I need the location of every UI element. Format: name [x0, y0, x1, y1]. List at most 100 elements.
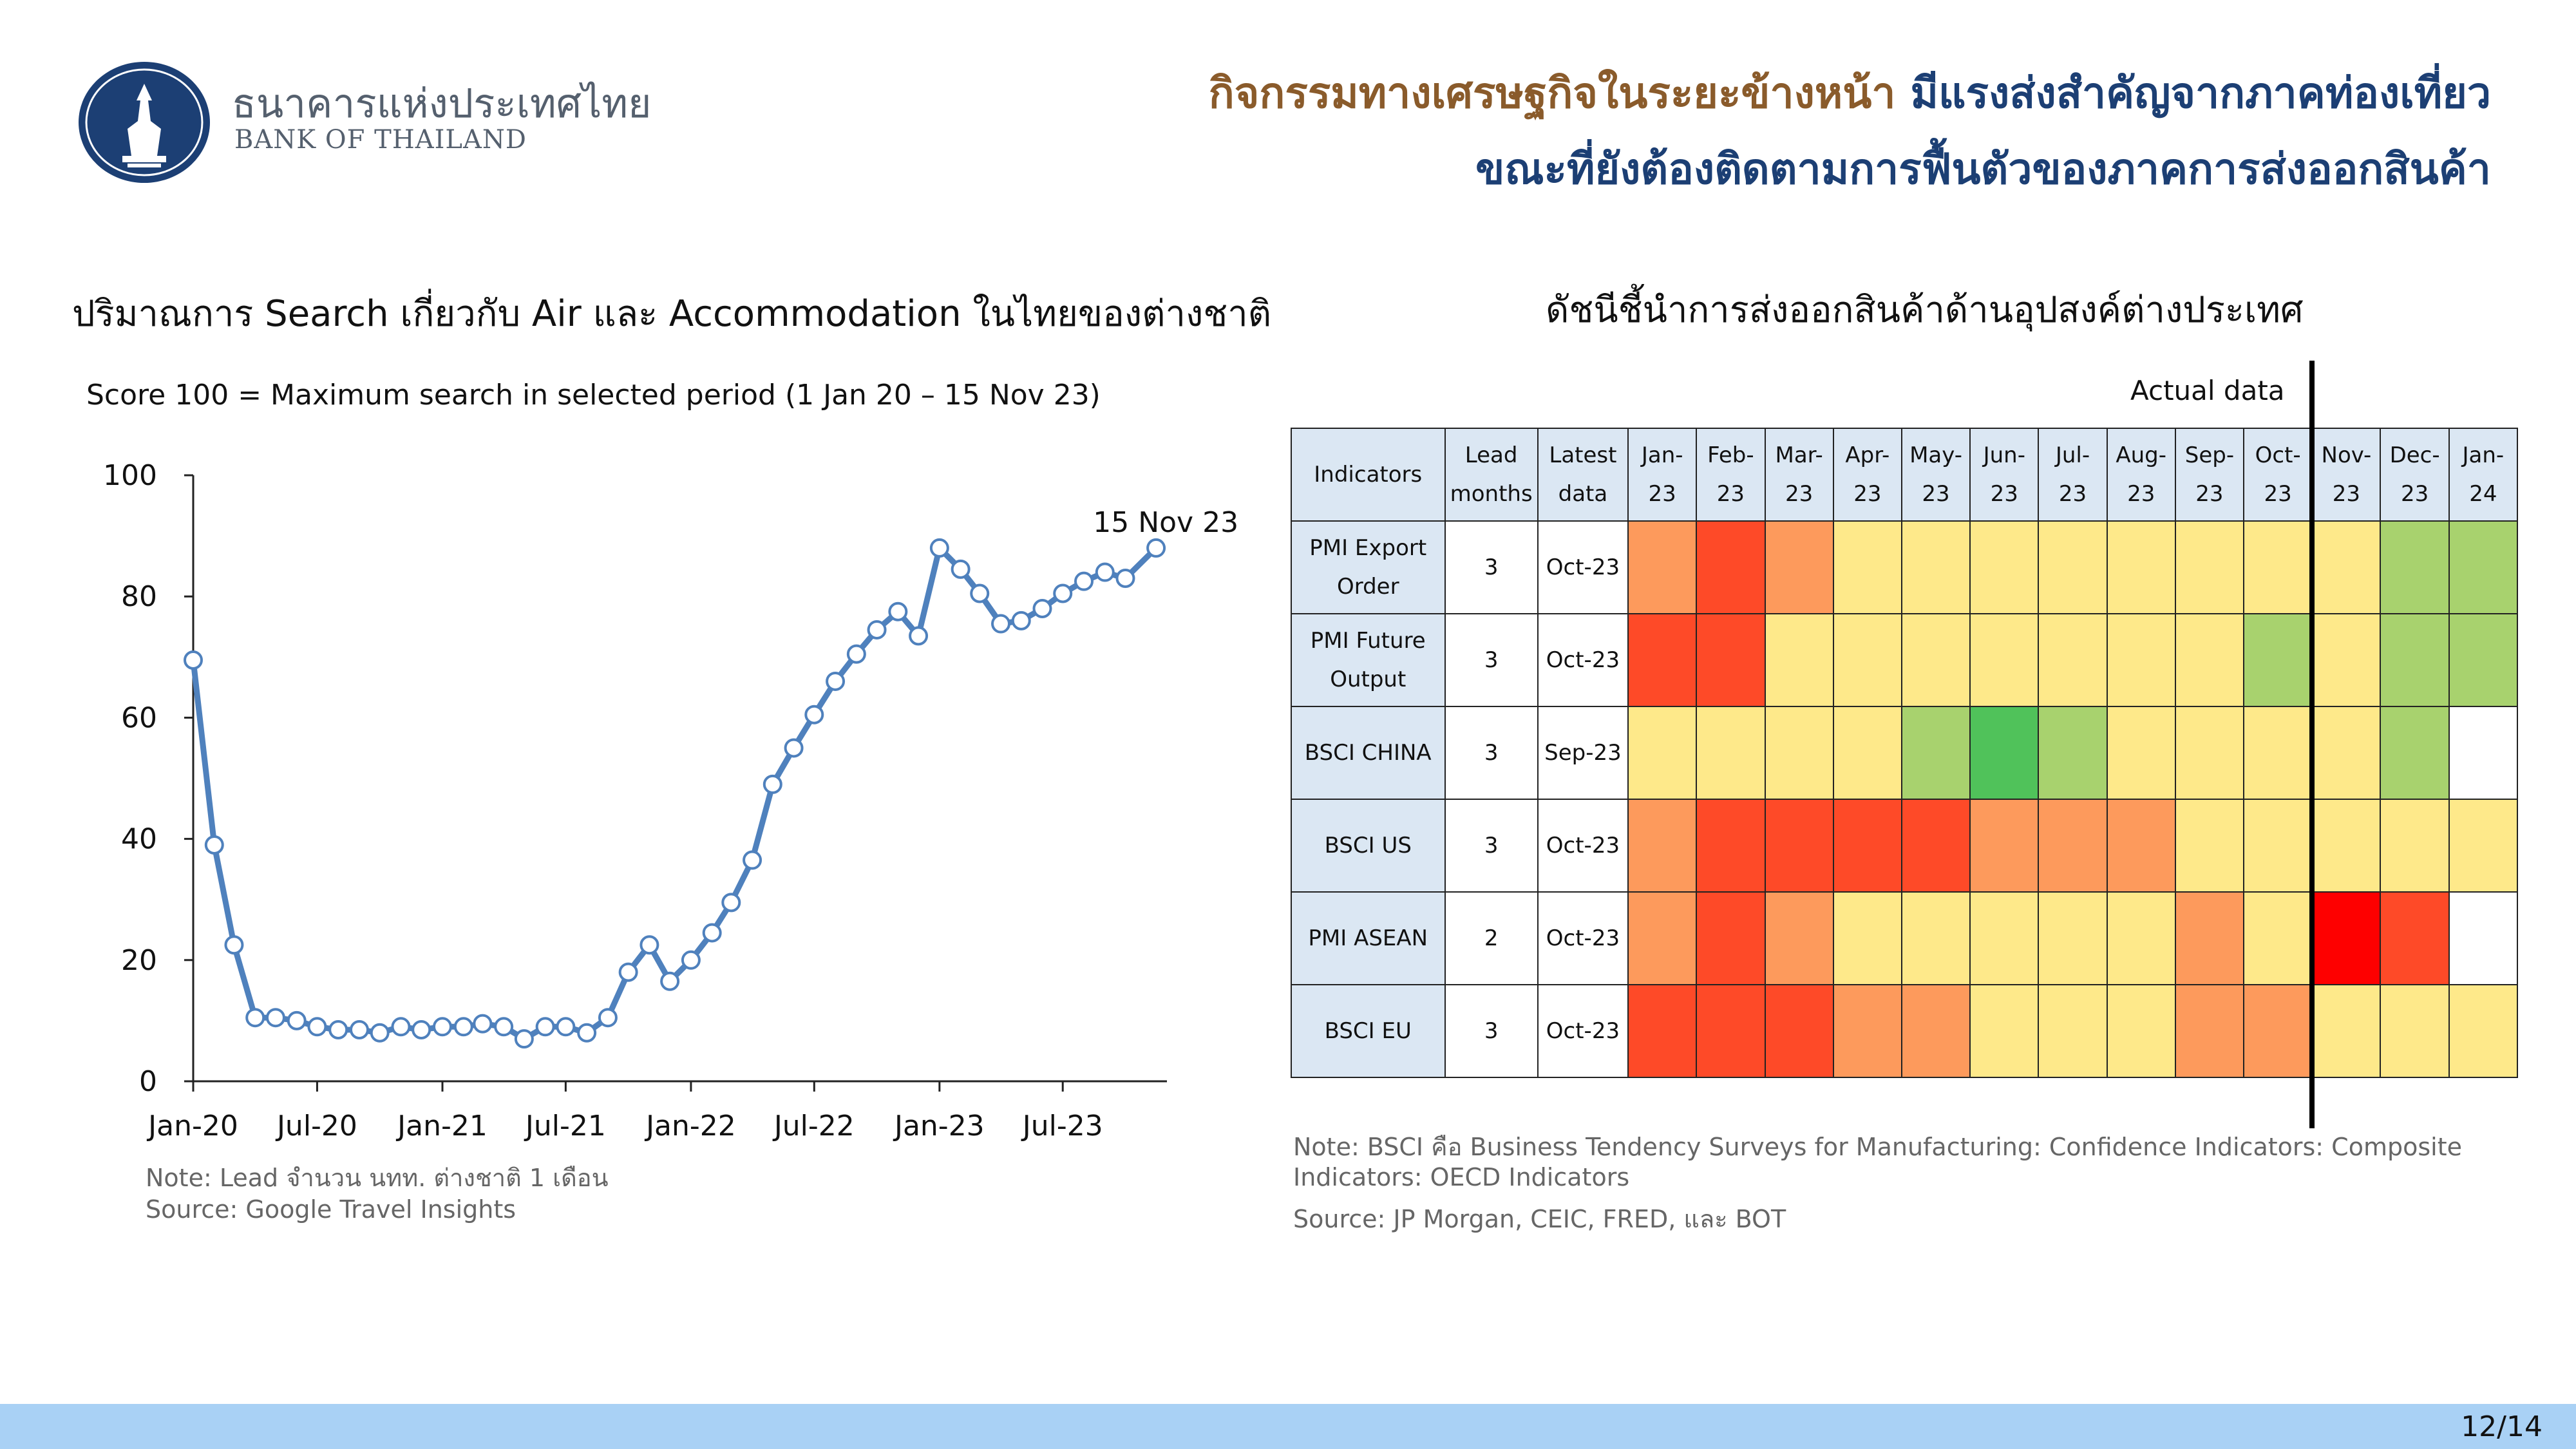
heat-cell [1832, 613, 1902, 707]
heat-cell [2311, 799, 2382, 893]
actual-data-divider [2309, 361, 2315, 1128]
x-tick-label: Jul-22 [772, 1110, 855, 1142]
heat-cell [1900, 891, 1971, 985]
heatmap-row: PMI Future Output 3 Oct-23 [1291, 613, 2519, 707]
data-point [412, 1020, 431, 1040]
data-point [1032, 599, 1052, 619]
column-header: Aug- 23 [2106, 428, 2176, 522]
column-header: Mar- 23 [1764, 428, 1834, 522]
heat-cell [1969, 706, 2040, 800]
heat-cell [2448, 984, 2519, 1078]
data-point [224, 935, 244, 955]
heat-cell [1764, 520, 1834, 614]
column-header: Nov- 23 [2311, 428, 2382, 522]
heat-cell [2243, 984, 2313, 1078]
heat-cell [2380, 520, 2450, 614]
data-point [951, 559, 971, 579]
heat-cell [2243, 520, 2313, 614]
data-point [1053, 583, 1073, 603]
x-tick-label: Jan-23 [893, 1110, 985, 1142]
data-point [639, 935, 659, 955]
heat-cell [2174, 613, 2245, 707]
lead-months: 3 [1444, 706, 1539, 800]
lead-months: 3 [1444, 520, 1539, 614]
heat-cell [2038, 984, 2108, 1078]
indicator-name: BSCI CHINA [1291, 706, 1446, 800]
data-point [743, 850, 762, 870]
heatmap-row: BSCI EU 3 Oct-23 [1291, 984, 2519, 1078]
column-header: Apr- 23 [1832, 428, 1902, 522]
heat-cell [1627, 799, 1698, 893]
data-point [762, 774, 782, 794]
x-tick-label: Jan-20 [146, 1110, 238, 1142]
column-header: May- 23 [1900, 428, 1971, 522]
data-point [370, 1023, 390, 1043]
y-tick-label: 60 [121, 701, 157, 734]
y-tick-label: 80 [121, 580, 157, 613]
data-point [265, 1008, 285, 1028]
heat-cell [2174, 520, 2245, 614]
heat-cell [2448, 706, 2519, 800]
line-chart-title: ปริมาณการ Search เกี่ยวกับ Air และ Accom… [72, 293, 1272, 335]
heat-cell [1832, 799, 1902, 893]
headline-part2: มีแรงส่งสำคัญจากภาคท่องเที่ยว [1895, 68, 2491, 118]
heat-cell [2311, 706, 2382, 800]
heat-cell [2243, 891, 2313, 985]
heat-cell [1900, 613, 1971, 707]
actual-data-label: Actual data [2130, 375, 2285, 406]
headline-line2: ขณะที่ยังต้องติดตามการฟื้นตัวของภาคการส่… [1475, 144, 2491, 194]
heat-cell [1696, 613, 1766, 707]
heat-cell [1696, 520, 1766, 614]
heat-cell [2038, 799, 2108, 893]
latest-data: Oct-23 [1537, 984, 1629, 1078]
data-point [660, 971, 680, 991]
x-tick-label: Jan-21 [395, 1110, 488, 1142]
data-point [1146, 538, 1166, 558]
indicator-name: BSCI EU [1291, 984, 1446, 1078]
heat-cell [1969, 984, 2040, 1078]
heat-cell [2448, 613, 2519, 707]
line-chart-subtitle: Score 100 = Maximum search in selected p… [86, 379, 1101, 412]
heat-cell [1696, 984, 1766, 1078]
heat-cell [2174, 984, 2245, 1078]
latest-data: Oct-23 [1537, 891, 1629, 985]
heat-cell [2106, 799, 2176, 893]
headline-part1: กิจกรรมทางเศรษฐกิจในระยะข้างหน้า [1208, 68, 1896, 118]
heat-cell [1764, 984, 1834, 1078]
latest-data: Oct-23 [1537, 799, 1629, 893]
line-chart-note: Note: Lead จำนวน นทท. ต่างชาติ 1 เดือน [146, 1164, 609, 1192]
data-point [618, 962, 638, 982]
latest-data: Oct-23 [1537, 613, 1629, 707]
column-header: Jan- 23 [1627, 428, 1698, 522]
column-header: Jan- 24 [2448, 428, 2519, 522]
data-point [970, 583, 990, 603]
heat-cell [1832, 520, 1902, 614]
heat-cell [2038, 891, 2108, 985]
heat-cell [1900, 520, 1971, 614]
heat-cell [2311, 613, 2382, 707]
heat-cell [1696, 706, 1766, 800]
data-point [453, 1017, 473, 1037]
data-point [1074, 571, 1094, 591]
data-point [349, 1020, 369, 1040]
heatmap-source: Source: JP Morgan, CEIC, FRED, และ BOT [1293, 1205, 1786, 1233]
data-point [184, 650, 203, 670]
data-point [1011, 611, 1031, 630]
heat-cell [2038, 613, 2108, 707]
data-point [702, 923, 722, 943]
heatmap-note-line2: Indicators: OECD Indicators [1293, 1163, 1630, 1191]
data-point [432, 1017, 452, 1037]
data-point [514, 1029, 534, 1049]
heat-cell [2380, 613, 2450, 707]
heat-cell [1969, 613, 2040, 707]
data-point [1115, 568, 1135, 588]
heat-cell [1764, 799, 1834, 893]
heatmap-row: PMI ASEAN 2 Oct-23 [1291, 891, 2519, 985]
data-point [991, 614, 1011, 634]
heat-cell [1900, 799, 1971, 893]
data-point [888, 601, 908, 621]
heat-cell [1627, 891, 1698, 985]
data-point [909, 626, 929, 646]
lead-months: 2 [1444, 891, 1539, 985]
heatmap-row: PMI Export Order 3 Oct-23 [1291, 520, 2519, 614]
